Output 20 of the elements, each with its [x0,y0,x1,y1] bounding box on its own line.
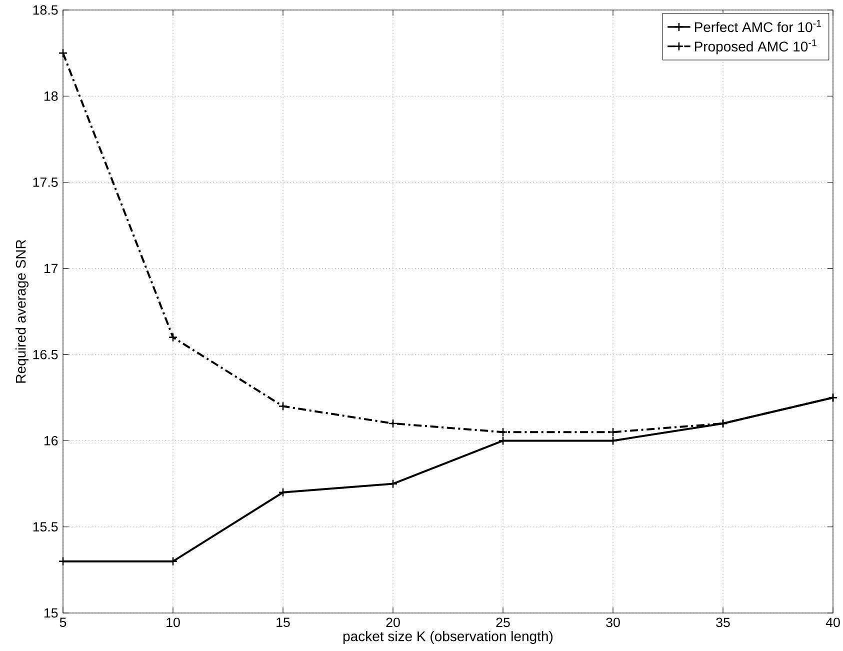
y-tick-label: 18 [44,91,58,101]
x-tick-label: 20 [386,618,400,628]
x-tick-label: 40 [826,618,840,628]
x-tick-label: 10 [166,618,180,628]
y-axis-title: Required average SNR [15,240,29,383]
y-tick-label: 16.5 [33,350,58,360]
x-tick-label: 30 [606,618,620,628]
y-tick-label: 17.5 [33,178,58,187]
legend-label: Perfect AMC for 10$^{-1}$ [694,20,822,32]
x-tick-label: 35 [716,618,730,628]
y-tick-label: 15.5 [33,522,58,532]
y-tick-label: 16 [44,436,58,446]
y-tick-label: 15 [44,608,58,618]
x-tick-label: 25 [496,618,510,628]
y-tick-label: 18.5 [33,5,58,15]
y-tick-label: 17 [44,264,58,274]
x-axis-title: packet size K (observation length) [343,630,553,644]
x-tick-label: 5 [60,618,66,628]
legend-label: Proposed AMC 10$^{-1}$ [694,39,816,54]
x-tick-label: 15 [276,618,290,628]
